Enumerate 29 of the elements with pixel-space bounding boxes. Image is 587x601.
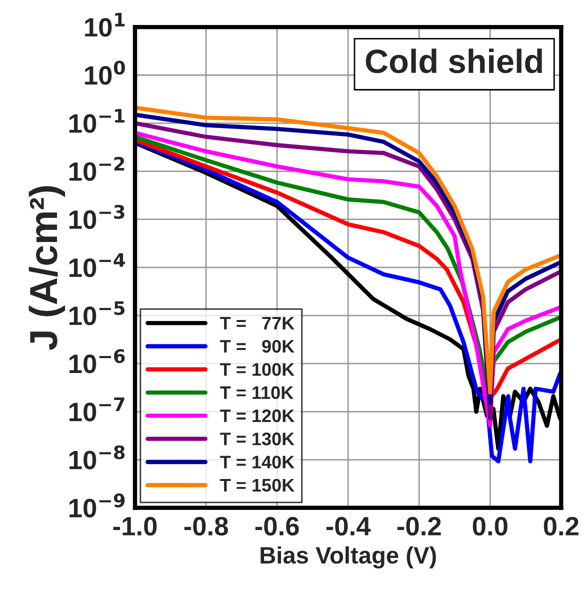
legend-label: T = 100K <box>220 363 294 376</box>
y-tick-label: 10$^{−5}$ <box>69 301 124 326</box>
legend-label: T = 140K <box>220 456 294 468</box>
x-axis-title: Bias Voltage (V) <box>260 546 436 568</box>
legend-label: T = 110K <box>220 386 294 400</box>
y-tick-label: 10$^{−6}$ <box>69 349 125 374</box>
legend-label: T = 90K <box>220 340 294 353</box>
y-tick-label: 10$^{−7}$ <box>69 397 124 422</box>
x-tick-label: -0.4 <box>326 516 371 536</box>
x-tick-label: -0.6 <box>255 516 299 536</box>
x-tick-label: 0.2 <box>544 516 578 536</box>
y-tick-label: 10$^{−8}$ <box>69 445 125 470</box>
x-tick-label: 0.0 <box>472 516 508 536</box>
legend-label: T = 77K <box>220 316 294 330</box>
y-tick-label: 10$^{−2}$ <box>69 156 124 181</box>
y-tick-label: 10$^{−1}$ <box>69 109 124 133</box>
y-tick-label: 10$^{−4}$ <box>69 253 125 278</box>
y-axis-title: J (A/cm²) <box>28 186 66 350</box>
x-tick-label: -0.2 <box>397 516 441 536</box>
x-tick-label: -0.8 <box>184 516 228 536</box>
legend-label: T = 130K <box>220 432 294 446</box>
legend-label: T = 120K <box>220 409 294 422</box>
legend-label: T = 150K <box>220 478 294 492</box>
y-tick-label: 10$^{−3}$ <box>69 204 124 229</box>
x-tick-label: -1.0 <box>113 516 157 536</box>
y-tick-label: 10$^{1}$ <box>85 12 125 37</box>
annotation: Cold shield <box>366 48 542 74</box>
y-tick-label: 10$^{0}$ <box>85 60 125 85</box>
y-tick-label: 10$^{−9}$ <box>69 493 125 518</box>
